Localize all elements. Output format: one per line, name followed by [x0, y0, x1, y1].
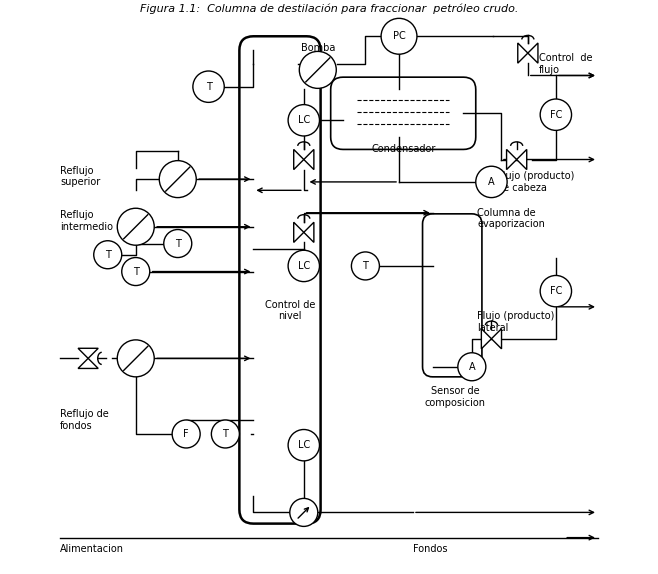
- Text: Fondos: Fondos: [413, 544, 447, 554]
- Circle shape: [93, 241, 122, 269]
- Circle shape: [540, 99, 572, 130]
- Text: T: T: [363, 261, 368, 271]
- Text: FC: FC: [549, 110, 562, 120]
- Polygon shape: [78, 348, 98, 358]
- Text: LC: LC: [297, 440, 310, 450]
- Circle shape: [159, 161, 196, 197]
- Text: A: A: [488, 177, 495, 187]
- Text: Alimentacion: Alimentacion: [60, 544, 124, 554]
- Polygon shape: [518, 43, 528, 63]
- Polygon shape: [528, 43, 538, 63]
- Text: Bomba: Bomba: [301, 43, 335, 53]
- Circle shape: [164, 230, 191, 258]
- Polygon shape: [293, 222, 304, 242]
- Text: Columna de
evaporizacion: Columna de evaporizacion: [478, 208, 545, 229]
- Text: LC: LC: [297, 115, 310, 125]
- Text: Condensador: Condensador: [371, 145, 436, 154]
- Text: Reflujo
superior: Reflujo superior: [60, 165, 101, 187]
- Text: F: F: [184, 429, 189, 439]
- Text: Control  de
flujo: Control de flujo: [539, 53, 593, 75]
- Circle shape: [288, 104, 320, 136]
- FancyBboxPatch shape: [240, 36, 320, 523]
- Text: T: T: [105, 250, 111, 260]
- Text: LC: LC: [297, 261, 310, 271]
- Circle shape: [381, 18, 417, 54]
- Circle shape: [351, 252, 380, 280]
- Text: T: T: [206, 82, 211, 92]
- Circle shape: [117, 340, 154, 377]
- Text: Flujo (producto)
lateral: Flujo (producto) lateral: [478, 311, 555, 333]
- Text: T: T: [175, 239, 181, 249]
- Circle shape: [299, 52, 336, 88]
- Text: FC: FC: [549, 286, 562, 296]
- Polygon shape: [304, 222, 314, 242]
- Text: Control de
nivel: Control de nivel: [265, 300, 315, 321]
- Text: T: T: [222, 429, 228, 439]
- FancyBboxPatch shape: [331, 77, 476, 149]
- Circle shape: [458, 353, 486, 381]
- Text: Flujo (producto)
de cabeza: Flujo (producto) de cabeza: [497, 171, 574, 193]
- Polygon shape: [507, 149, 517, 169]
- Circle shape: [288, 429, 320, 461]
- Circle shape: [290, 498, 318, 526]
- Circle shape: [117, 208, 154, 245]
- Polygon shape: [78, 358, 98, 369]
- Polygon shape: [304, 149, 314, 169]
- Circle shape: [476, 166, 507, 197]
- Text: Reflujo
intermedio: Reflujo intermedio: [60, 210, 113, 232]
- Text: Sensor de
composicion: Sensor de composicion: [424, 386, 486, 408]
- Polygon shape: [492, 329, 501, 349]
- Polygon shape: [517, 149, 527, 169]
- Circle shape: [193, 71, 224, 102]
- FancyBboxPatch shape: [422, 214, 482, 377]
- Polygon shape: [482, 329, 492, 349]
- Text: Figura 1.1:  Columna de destilación para fraccionar  petróleo crudo.: Figura 1.1: Columna de destilación para …: [139, 3, 519, 14]
- Text: Reflujo de
fondos: Reflujo de fondos: [60, 409, 109, 430]
- Polygon shape: [293, 149, 304, 169]
- Circle shape: [288, 250, 320, 282]
- Text: A: A: [468, 362, 475, 372]
- Circle shape: [172, 420, 200, 448]
- Circle shape: [211, 420, 240, 448]
- Circle shape: [540, 276, 572, 307]
- Text: PC: PC: [393, 31, 405, 41]
- Text: T: T: [133, 266, 139, 277]
- Circle shape: [122, 258, 150, 285]
